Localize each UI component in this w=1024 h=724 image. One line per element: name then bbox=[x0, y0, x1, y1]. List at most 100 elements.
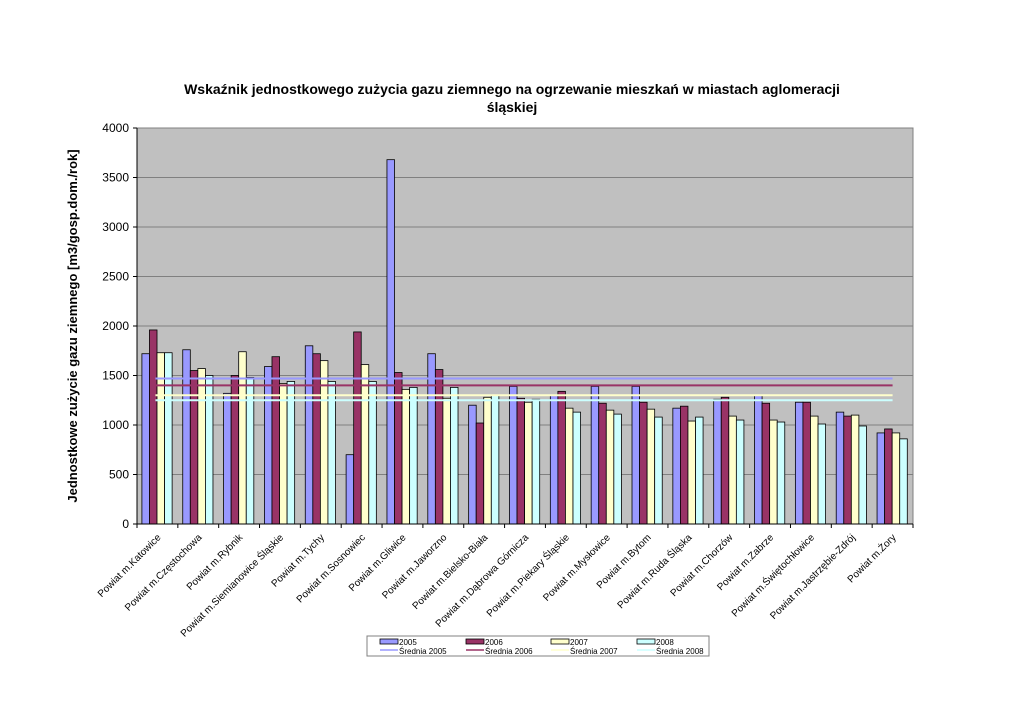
bar-2007 bbox=[442, 397, 451, 525]
bar-2008 bbox=[368, 381, 377, 525]
bar-2006 bbox=[680, 405, 689, 525]
bar-2008 bbox=[490, 394, 500, 525]
x-tick-label: Powiat m.Częstochowa bbox=[123, 532, 205, 614]
bar-2007 bbox=[524, 401, 533, 525]
y-tick-label: 0 bbox=[122, 517, 129, 531]
y-tick-label: 500 bbox=[109, 468, 129, 482]
legend-label: Średnia 2007 bbox=[570, 647, 618, 656]
bar-2007 bbox=[769, 419, 778, 525]
legend-swatch-2005 bbox=[379, 638, 399, 645]
chart-title-line-1: Wskaźnik jednostkowego zużycia gazu ziem… bbox=[184, 81, 840, 97]
bar-2005 bbox=[264, 366, 273, 525]
bar-2007 bbox=[279, 383, 288, 525]
y-tick-label: 3500 bbox=[102, 171, 129, 185]
bar-2005 bbox=[549, 394, 559, 525]
bar-2008 bbox=[409, 386, 418, 525]
bar-2005 bbox=[713, 398, 722, 525]
chart-title-line-2: śląskiej bbox=[487, 99, 538, 115]
bar-2006 bbox=[557, 390, 566, 525]
y-tick-label: 1500 bbox=[102, 369, 129, 383]
bar-2005 bbox=[590, 385, 600, 525]
bar-2005 bbox=[141, 353, 150, 525]
bar-2007 bbox=[891, 432, 901, 525]
x-tick-label: Powiat m.Piekary Śląskie bbox=[483, 531, 572, 620]
bar-2008 bbox=[450, 386, 459, 525]
legend-swatch-2007 bbox=[550, 638, 570, 645]
bar-2006 bbox=[761, 402, 771, 525]
bar-2007 bbox=[565, 407, 574, 525]
bar-2005 bbox=[345, 454, 355, 525]
bar-2008 bbox=[858, 425, 867, 525]
bar-2008 bbox=[327, 381, 336, 525]
bar-2006 bbox=[149, 329, 158, 525]
bar-2008 bbox=[572, 411, 581, 525]
bar-2006 bbox=[230, 375, 240, 525]
bar-2005 bbox=[794, 401, 804, 525]
y-tick-label: 1000 bbox=[102, 418, 129, 432]
legend-swatch-2006 bbox=[465, 638, 485, 645]
bar-2007 bbox=[810, 415, 819, 525]
y-tick-label: 2500 bbox=[102, 270, 129, 284]
bar-2007 bbox=[646, 408, 656, 525]
y-tick-label: 4000 bbox=[102, 121, 129, 135]
bar-2006 bbox=[271, 356, 280, 525]
bar-2008 bbox=[613, 413, 622, 525]
x-tick-label: Powiat m.Świętochłowice bbox=[728, 531, 817, 620]
bar-2008 bbox=[776, 421, 786, 525]
legend-label: Średnia 2006 bbox=[485, 647, 533, 656]
bar-2005 bbox=[631, 385, 640, 525]
bar-2005 bbox=[223, 392, 232, 525]
bar-2006 bbox=[720, 396, 730, 525]
y-tick-label: 2000 bbox=[102, 319, 129, 333]
legend-label: 2008 bbox=[656, 638, 674, 647]
bar-2008 bbox=[817, 423, 826, 525]
bar-2005 bbox=[754, 394, 763, 525]
legend-label: 2007 bbox=[570, 638, 588, 647]
x-tick-label: Powiat m.Sosnowiec bbox=[295, 532, 368, 605]
bar-2005 bbox=[509, 385, 518, 525]
bar-2008 bbox=[899, 438, 908, 525]
bar-2006 bbox=[598, 402, 607, 525]
bar-2007 bbox=[360, 364, 370, 525]
bar-2005 bbox=[304, 345, 314, 525]
bar-2008 bbox=[205, 375, 214, 525]
x-tick-label: Powiat m.Mysłowice bbox=[541, 532, 613, 604]
bar-2005 bbox=[672, 407, 681, 525]
bar-2005 bbox=[876, 432, 886, 525]
x-tick-label: Powiat m.Ruda Śląska bbox=[614, 531, 695, 612]
bar-2007 bbox=[850, 414, 860, 525]
bar-2008 bbox=[286, 381, 296, 525]
bar-2005 bbox=[835, 411, 845, 525]
y-axis-label: Jednostkowe zużycie gazu ziemnego [m3/go… bbox=[65, 149, 80, 502]
bar-2007 bbox=[197, 368, 206, 525]
bar-2007 bbox=[728, 415, 737, 525]
bar-2005 bbox=[386, 159, 395, 525]
bar-2007 bbox=[483, 396, 492, 525]
legend-swatch-2008 bbox=[636, 638, 656, 645]
bar-2005 bbox=[468, 404, 477, 525]
x-tick-label: Powiat m.Jastrzębie-Zdrój bbox=[768, 532, 858, 622]
bar-2007 bbox=[687, 420, 696, 525]
legend-label: Średnia 2008 bbox=[656, 647, 704, 656]
bar-2006 bbox=[475, 422, 485, 525]
bar-2008 bbox=[654, 416, 663, 525]
y-tick-label: 3000 bbox=[102, 220, 129, 234]
bar-2006 bbox=[516, 397, 525, 525]
bar-2007 bbox=[605, 409, 615, 525]
bar-2006 bbox=[639, 401, 648, 525]
bar-2006 bbox=[434, 369, 444, 525]
bar-2006 bbox=[884, 428, 893, 525]
bar-2007 bbox=[401, 388, 411, 525]
legend-box bbox=[366, 635, 710, 657]
bar-2005 bbox=[182, 349, 191, 525]
bar-2006 bbox=[843, 415, 852, 525]
bar-2008 bbox=[695, 416, 704, 525]
bar-2006 bbox=[353, 331, 362, 525]
bar-2008 bbox=[735, 419, 745, 525]
x-tick-label: Powiat m.Bielsko-Biała bbox=[411, 532, 491, 612]
legend-label: Średnia 2005 bbox=[399, 647, 447, 656]
legend-label: 2005 bbox=[399, 638, 417, 647]
bar-2006 bbox=[189, 370, 199, 525]
bar-2006 bbox=[802, 401, 811, 525]
